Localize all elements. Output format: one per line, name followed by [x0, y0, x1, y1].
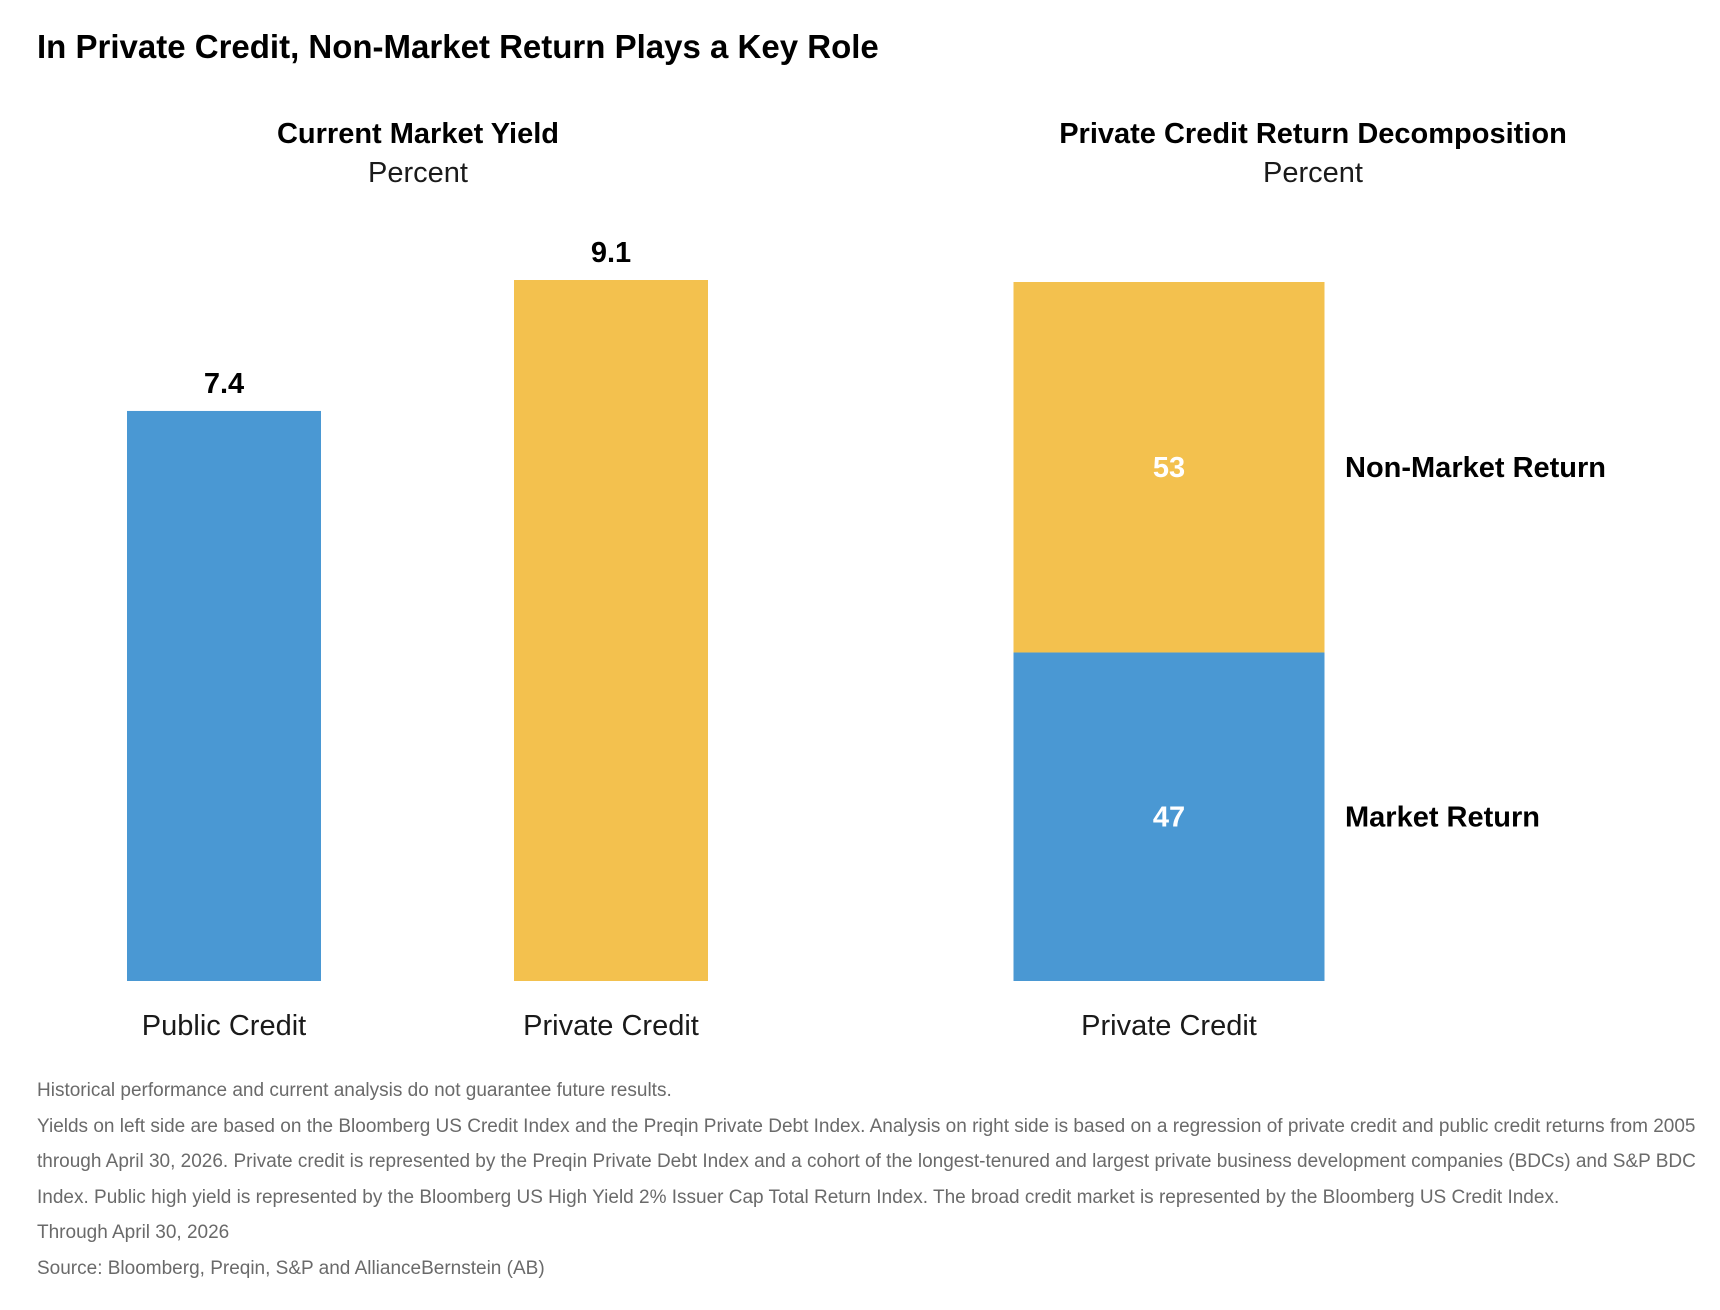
left-panel-subtitle: Percent: [368, 157, 468, 189]
series-label: Market Return: [1345, 802, 1540, 834]
footnote-date: Through April 30, 2026: [37, 1222, 230, 1243]
segment-value-label: 53: [1153, 452, 1185, 484]
chart-canvas: 7.4 Public Credit 9.1 Private Credit 47 Mark…: [127, 237, 1606, 1042]
series-label: Non-Market Return: [1345, 452, 1606, 484]
segment-non-market-return: [1013, 282, 1325, 653]
bar-private-credit: [514, 280, 708, 981]
bar-public-credit: [127, 410, 321, 981]
decomposition-stacked-chart: 47 Market Return 53 Non-Market Return Privat…: [1013, 282, 1606, 1042]
bar-value-label: 7.4: [204, 368, 244, 400]
footnote-source: Source: Bloomberg, Preqin, S&P and Allia…: [37, 1257, 545, 1279]
footnotes: Historical performance and current analy…: [37, 1073, 1697, 1286]
bar-value-label: 9.1: [591, 237, 631, 269]
x-tick-label: Public Credit: [142, 1010, 306, 1042]
footnote-disclaimer: Historical performance and current analy…: [37, 1080, 672, 1101]
segment-market-return: [1013, 652, 1325, 981]
chart-title: In Private Credit, Non-Market Return Pla…: [37, 28, 879, 65]
footnote-methodology: Yields on left side are based on the Blo…: [37, 1115, 1696, 1208]
segment-value-label: 47: [1153, 802, 1185, 834]
x-tick-label: Private Credit: [1081, 1010, 1257, 1042]
right-panel-title: Private Credit Return Decomposition: [1059, 118, 1567, 150]
left-panel-title: Current Market Yield: [276, 118, 560, 150]
right-panel-subtitle: Percent: [1263, 157, 1363, 189]
x-tick-label: Private Credit: [523, 1010, 699, 1042]
yield-bar-chart: 7.4 Public Credit 9.1 Private Credit: [127, 237, 708, 1042]
